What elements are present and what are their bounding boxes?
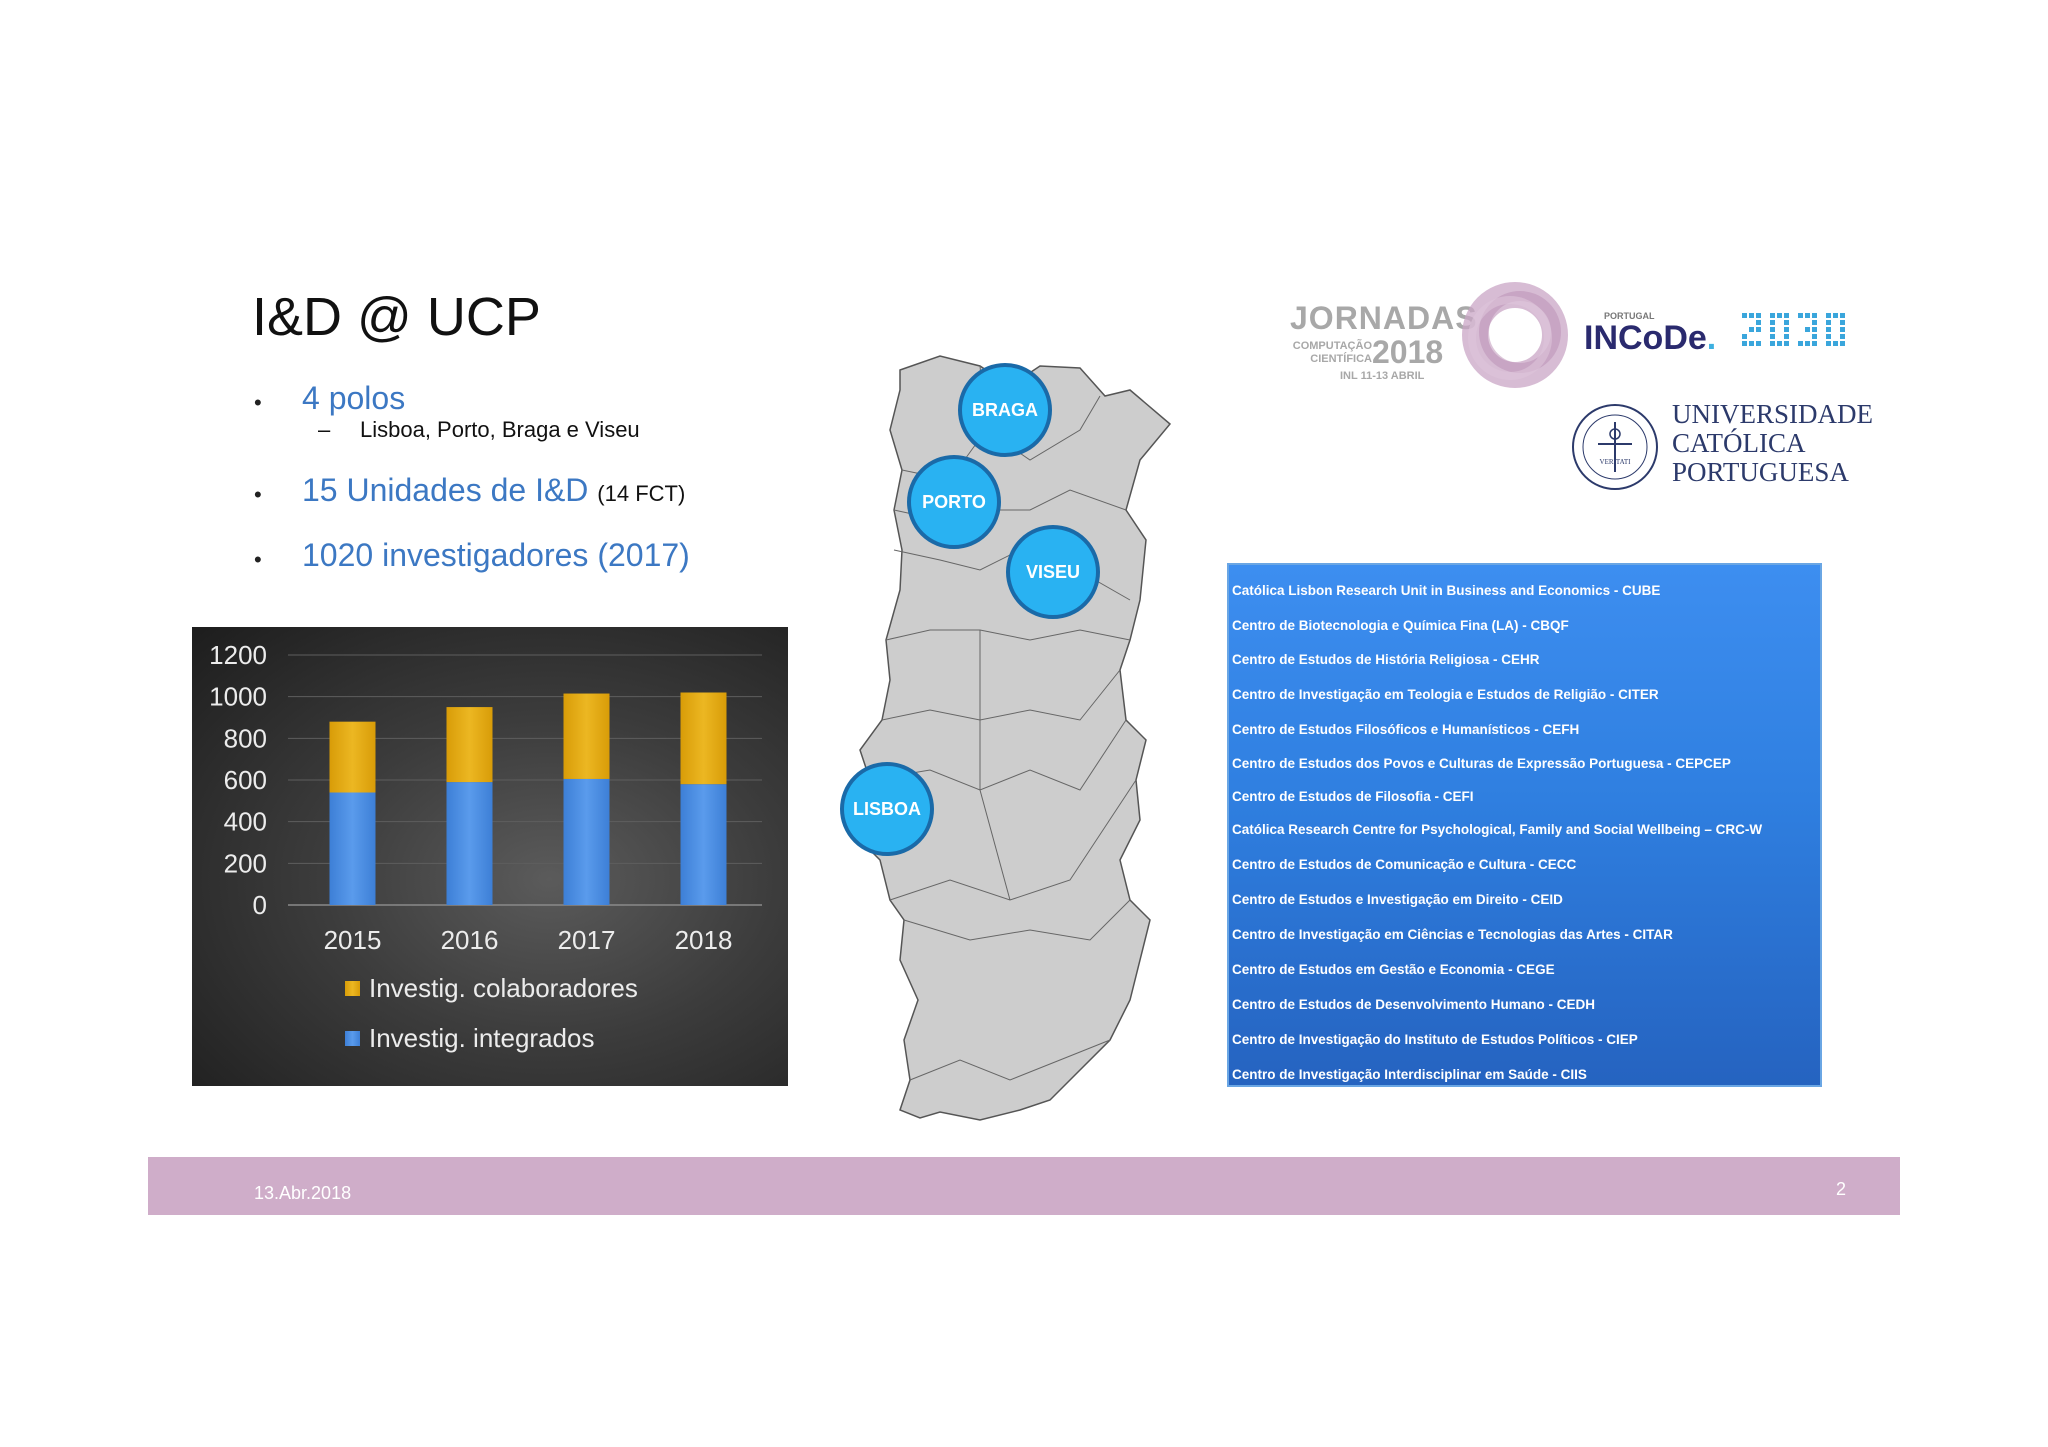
bullet-marker: • bbox=[254, 390, 262, 415]
bullet-unidades: 15 Unidades de I&D (14 FCT) bbox=[302, 472, 685, 509]
y-tick-label: 0 bbox=[253, 890, 267, 920]
jornadas-sub1: COMPUTAÇÃO bbox=[1292, 340, 1372, 352]
ucp-seal-icon: VERITATI bbox=[1572, 404, 1658, 490]
list-item: Centro de Estudos dos Povos e Culturas d… bbox=[1232, 756, 1731, 771]
footer-date: 13.Abr.2018 bbox=[254, 1183, 352, 1203]
chart-svg: 0 200 400 600 800 1000 1200 2015 2016 2017 2018 Inv… bbox=[209, 640, 762, 1053]
legend-swatch bbox=[345, 981, 360, 996]
x-tick-label: 2015 bbox=[324, 925, 382, 955]
incode-word: INCoDe. bbox=[1584, 319, 1716, 358]
map-country-shape bbox=[849, 355, 1172, 1121]
list-item: Centro de Biotecnologia e Química Fina (… bbox=[1232, 618, 1569, 633]
list-item: Centro de Estudos em Gestão e Economia -… bbox=[1232, 962, 1555, 977]
x-tick-label: 2018 bbox=[675, 925, 733, 955]
incode-name: INCoDe bbox=[1584, 319, 1707, 357]
list-item: Centro de Investigação em Ciências e Tec… bbox=[1232, 927, 1673, 942]
bullet-polos: 4 polos bbox=[302, 380, 406, 416]
y-tick-label: 1000 bbox=[209, 682, 267, 712]
jornadas-logo: JORNADAS COMPUTAÇÃO CIENTÍFICA 2018 INL … bbox=[1290, 282, 1580, 400]
bar-colaboradores bbox=[446, 707, 493, 783]
list-item: Católica Lisbon Research Unit in Busines… bbox=[1232, 583, 1661, 598]
bar-colaboradores bbox=[680, 692, 727, 785]
jornadas-ring-icon bbox=[1462, 282, 1568, 388]
incode-2030-dots-icon bbox=[1742, 313, 1845, 346]
jornadas-year: 2018 bbox=[1372, 334, 1444, 370]
legend-label: Investig. colaboradores bbox=[369, 973, 638, 1003]
ucp-seal-motto: VERITATI bbox=[1600, 458, 1632, 466]
bullet-marker: • bbox=[254, 482, 262, 507]
bar-colaboradores bbox=[329, 721, 376, 793]
research-units-list: Católica Lisbon Research Unit in Busines… bbox=[1227, 563, 1822, 1087]
list-item: Católica Research Centre for Psychologic… bbox=[1232, 822, 1763, 837]
bar-integrados bbox=[446, 782, 493, 905]
bar-integrados bbox=[329, 792, 376, 905]
jornadas-dates: INL 11-13 ABRIL bbox=[1340, 370, 1424, 382]
jornadas-sub2: CIENTÍFICA bbox=[1310, 353, 1372, 365]
sub-bullet-dash: – bbox=[318, 417, 331, 442]
list-item: Centro de Estudos de História Religiosa … bbox=[1232, 652, 1540, 667]
list-item: Centro de Estudos e Investigação em Dire… bbox=[1232, 892, 1563, 907]
ucp-line3: PORTUGUESA bbox=[1672, 457, 1849, 487]
list-item: Centro de Investigação Interdisciplinar … bbox=[1232, 1067, 1587, 1082]
incode-logo: PORTUGAL INCoDe. bbox=[1582, 305, 1852, 365]
city-viseu: VISEU bbox=[1006, 525, 1100, 619]
incode-dot: . bbox=[1706, 319, 1717, 357]
bullet-marker: • bbox=[254, 547, 262, 572]
x-tick-label: 2016 bbox=[441, 925, 499, 955]
jornadas-date-range: 11-13 ABRIL bbox=[1360, 370, 1425, 382]
city-braga: BRAGA bbox=[958, 363, 1052, 457]
portugal-outline bbox=[849, 355, 1172, 1121]
list-item: Centro de Investigação em Teologia e Est… bbox=[1232, 687, 1659, 702]
list-item: Centro de Estudos de Comunicação e Cultu… bbox=[1232, 857, 1577, 872]
jornadas-word: JORNADAS bbox=[1290, 300, 1478, 336]
y-tick-label: 400 bbox=[224, 807, 267, 837]
list-item: Centro de Estudos Filosóficos e Humaníst… bbox=[1232, 722, 1580, 737]
page-number: 2 bbox=[1835, 1179, 1846, 1199]
jornadas-subtitle: COMPUTAÇÃO CIENTÍFICA bbox=[1292, 340, 1372, 366]
y-tick-label: 1200 bbox=[209, 640, 267, 670]
city-porto: PORTO bbox=[907, 455, 1001, 549]
list-item: Centro de Estudos de Filosofia - CEFI bbox=[1232, 789, 1474, 804]
ucp-logo: VERITATI UNIVERSIDADE CATÓLICA PORTUGUES… bbox=[1570, 400, 1873, 492]
bar-colaboradores bbox=[563, 693, 610, 779]
footer-bar: 13.Abr.2018 2 bbox=[148, 1157, 1900, 1215]
bar-integrados bbox=[563, 778, 610, 905]
researchers-chart: 0 200 400 600 800 1000 1200 2015 2016 2017 2018 Inv… bbox=[192, 627, 788, 1086]
slide-title: I&D @ UCP bbox=[252, 287, 541, 347]
bar-integrados bbox=[680, 784, 727, 905]
ucp-line1: UNIVERSIDADE bbox=[1672, 399, 1873, 429]
legend-label: Investig. integrados bbox=[369, 1023, 594, 1053]
city-lisboa: LISBOA bbox=[840, 762, 934, 856]
jornadas-place: INL bbox=[1340, 370, 1358, 382]
bullet-unidades-text: 15 Unidades de I&D bbox=[302, 472, 589, 508]
y-tick-label: 600 bbox=[224, 765, 267, 795]
list-item: Centro de Estudos de Desenvolvimento Hum… bbox=[1232, 997, 1596, 1012]
list-item: Centro de Investigação do Instituto de E… bbox=[1232, 1032, 1638, 1047]
y-tick-label: 200 bbox=[224, 848, 267, 878]
sub-bullet-cities: Lisboa, Porto, Braga e Viseu bbox=[360, 417, 640, 442]
portugal-map: BRAGA PORTO VISEU LISBOA bbox=[830, 340, 1230, 1130]
ucp-line2: CATÓLICA bbox=[1672, 428, 1806, 458]
legend-swatch bbox=[345, 1031, 360, 1046]
x-tick-label: 2017 bbox=[558, 925, 616, 955]
incode-country: PORTUGAL bbox=[1604, 311, 1655, 321]
y-tick-label: 800 bbox=[224, 723, 267, 753]
bullet-unidades-note: (14 FCT) bbox=[597, 481, 686, 506]
bullet-investigadores: 1020 investigadores (2017) bbox=[302, 537, 690, 573]
